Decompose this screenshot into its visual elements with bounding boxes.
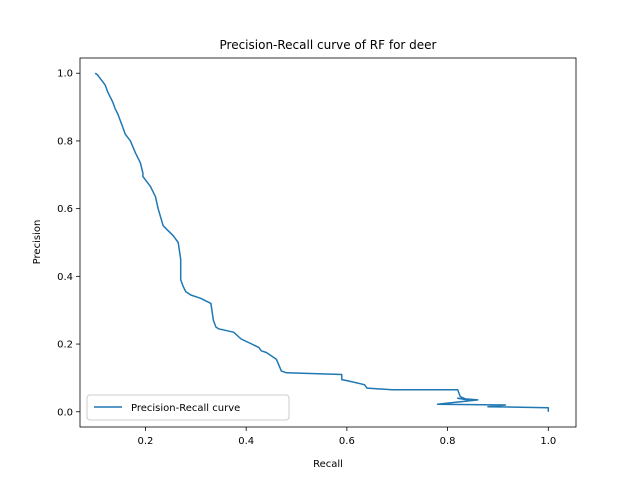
- y-tick-label: 0.2: [57, 340, 73, 351]
- legend-label: Precision-Recall curve: [131, 403, 240, 414]
- y-tick-label: 0.4: [57, 272, 73, 283]
- chart-title: Precision-Recall curve of RF for deer: [220, 38, 437, 52]
- legend: Precision-Recall curve: [86, 394, 290, 421]
- x-tick-label: 1.0: [540, 436, 556, 447]
- axis-ticks: 0.2 0.4 0.6 0.8 1.0 0.0 0.2 0.4 0.6 0.8 1.0: [57, 69, 556, 447]
- x-tick-label: 0.6: [339, 436, 355, 447]
- precision-recall-line: [94, 72, 550, 412]
- x-tick-label: 0.2: [138, 436, 154, 447]
- x-tick-label: 0.8: [440, 436, 456, 447]
- y-tick-label: 1.0: [57, 69, 73, 80]
- x-axis-label: Recall: [313, 459, 343, 470]
- y-tick-label: 0.0: [57, 407, 73, 418]
- x-tick-label: 0.4: [238, 436, 254, 447]
- y-tick-label: 0.8: [57, 136, 73, 147]
- legend-box: [86, 394, 290, 421]
- plot-frame: [79, 57, 577, 428]
- plot-area: [80, 58, 576, 427]
- y-axis-label: Precision: [32, 220, 43, 265]
- y-tick-label: 0.6: [57, 204, 73, 215]
